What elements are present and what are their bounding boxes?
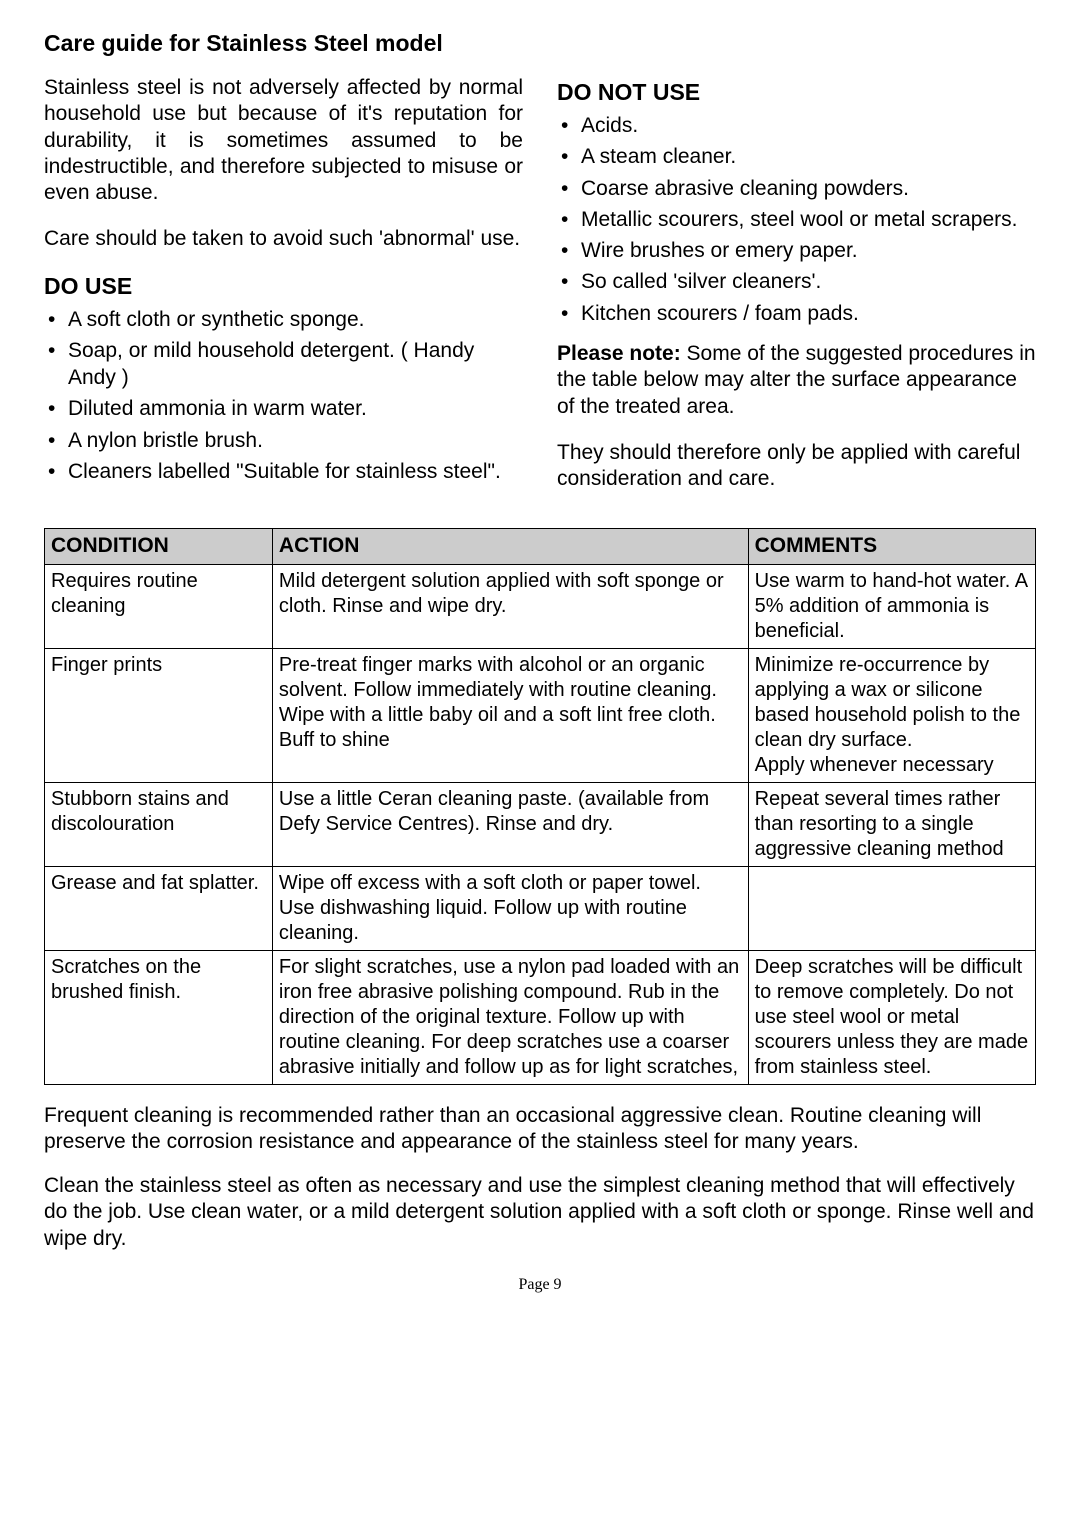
cell-condition: Scratches on the brushed finish. [45,950,273,1084]
cell-action: For slight scratches, use a nylon pad lo… [272,950,748,1084]
please-note-paragraph: Please note: Some of the suggested proce… [557,341,1036,420]
cell-condition: Grease and fat splatter. [45,866,273,950]
list-item: A nylon bristle brush. [68,427,523,454]
list-item: Soap, or mild household detergent. ( Han… [68,337,523,392]
table-row: Grease and fat splatter. Wipe off excess… [45,866,1036,950]
list-item: Wire brushes or emery paper. [581,237,1036,264]
intro-paragraph-1: Stainless steel is not adversely affecte… [44,75,523,206]
cell-action: Pre-treat finger marks with alcohol or a… [272,648,748,782]
cell-condition: Requires routine cleaning [45,564,273,648]
cell-action: Mild detergent solution applied with sof… [272,564,748,648]
cell-action: Wipe off excess with a soft cloth or pap… [272,866,748,950]
do-use-heading: DO USE [44,273,523,300]
table-row: Finger prints Pre-treat finger marks wit… [45,648,1036,782]
table-row: Stubborn stains and discolouration Use a… [45,782,1036,866]
table-row: Scratches on the brushed finish. For sli… [45,950,1036,1084]
header-comments: COMMENTS [748,529,1035,564]
page-number: Page 9 [44,1276,1036,1294]
list-item: Acids. [581,112,1036,139]
cell-comments: Deep scratches will be difficult to remo… [748,950,1035,1084]
list-item: Cleaners labelled "Suitable for stainles… [68,458,523,485]
please-note-label: Please note: [557,342,681,365]
do-not-use-heading: DO NOT USE [557,79,1036,106]
footer-paragraph-2: Clean the stainless steel as often as ne… [44,1173,1036,1252]
table-header-row: CONDITION ACTION COMMENTS [45,529,1036,564]
cell-comments: Minimize re-occurrence by applying a wax… [748,648,1035,782]
right-column: DO NOT USE Acids. A steam cleaner. Coars… [557,75,1036,512]
cell-comments: Repeat several times rather than resorti… [748,782,1035,866]
cell-comments [748,866,1035,950]
left-column: Stainless steel is not adversely affecte… [44,75,523,512]
note-paragraph-2: They should therefore only be applied wi… [557,440,1036,493]
conditions-table: CONDITION ACTION COMMENTS Requires routi… [44,528,1036,1084]
list-item: Metallic scourers, steel wool or metal s… [581,206,1036,233]
intro-paragraph-2: Care should be taken to avoid such 'abno… [44,226,523,252]
list-item: Diluted ammonia in warm water. [68,395,523,422]
do-not-use-list: Acids. A steam cleaner. Coarse abrasive … [557,112,1036,327]
list-item: A steam cleaner. [581,143,1036,170]
table-row: Requires routine cleaning Mild detergent… [45,564,1036,648]
cell-action: Use a little Ceran cleaning paste. (avai… [272,782,748,866]
do-use-list: A soft cloth or synthetic sponge. Soap, … [44,306,523,486]
header-condition: CONDITION [45,529,273,564]
list-item: Coarse abrasive cleaning powders. [581,175,1036,202]
list-item: A soft cloth or synthetic sponge. [68,306,523,333]
cell-comments: Use warm to hand-hot water. A 5% additio… [748,564,1035,648]
two-column-layout: Stainless steel is not adversely affecte… [44,75,1036,512]
list-item: Kitchen scourers / foam pads. [581,300,1036,327]
footer-paragraph-1: Frequent cleaning is recommended rather … [44,1103,1036,1156]
header-action: ACTION [272,529,748,564]
cell-condition: Finger prints [45,648,273,782]
page-title: Care guide for Stainless Steel model [44,30,1036,57]
list-item: So called 'silver cleaners'. [581,268,1036,295]
cell-condition: Stubborn stains and discolouration [45,782,273,866]
